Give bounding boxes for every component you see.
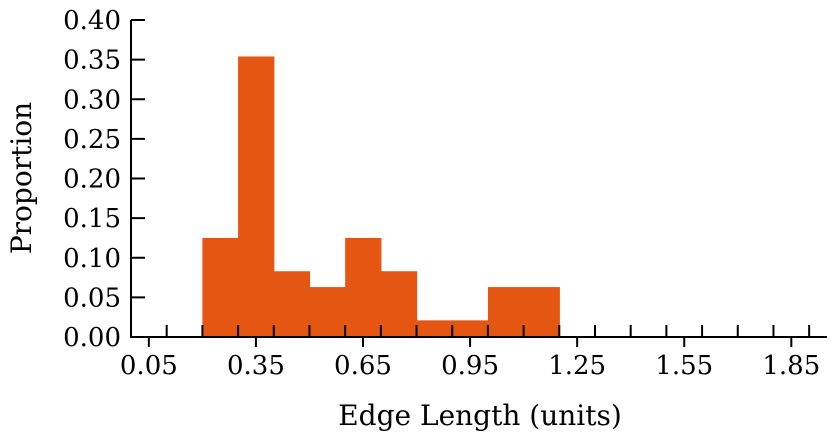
histogram-bar-7 — [416, 320, 453, 337]
x-tick-label: 0.05 — [120, 351, 178, 381]
histogram-bar-4 — [309, 287, 346, 337]
x-axis-label: Edge Length (units) — [338, 399, 622, 432]
x-tick-label: 1.85 — [762, 351, 820, 381]
y-tick-label: 0.10 — [63, 244, 121, 274]
x-tick-label: 0.65 — [334, 351, 392, 381]
y-tick-label: 0.20 — [63, 165, 121, 195]
y-tick-label: 0.35 — [63, 46, 121, 76]
bars-group — [202, 56, 560, 337]
y-tick-label: 0.25 — [63, 125, 121, 155]
x-tick-label: 0.95 — [441, 351, 499, 381]
y-tick-label: 0.05 — [63, 283, 121, 313]
histogram-bar-2 — [238, 56, 275, 337]
histogram-bar-8 — [452, 320, 489, 337]
histogram-bar-5 — [345, 237, 382, 337]
histogram-bar-3 — [273, 271, 311, 337]
y-tick-label: 0.30 — [63, 85, 121, 115]
histogram-bar-6 — [380, 271, 418, 337]
y-tick-label: 0.15 — [63, 204, 121, 234]
histogram-bar-1 — [202, 237, 239, 337]
histogram-bar-10 — [523, 287, 560, 337]
histogram-bar-9 — [487, 287, 525, 337]
ticks-group: 0.000.050.100.150.200.250.300.350.400.05… — [63, 6, 820, 381]
y-tick-label: 0.00 — [63, 323, 121, 353]
x-tick-label: 0.35 — [227, 351, 285, 381]
x-tick-label: 1.25 — [548, 351, 606, 381]
y-axis-label: Proportion — [5, 102, 38, 254]
y-tick-label: 0.40 — [63, 6, 121, 36]
x-tick-label: 1.55 — [655, 351, 713, 381]
